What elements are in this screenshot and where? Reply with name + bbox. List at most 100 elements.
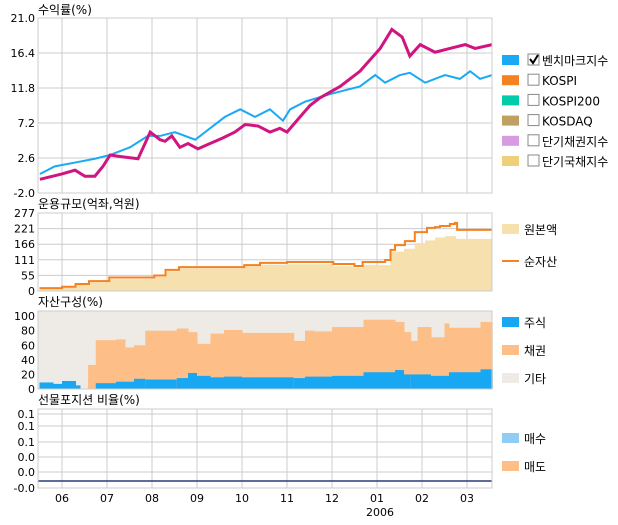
legend-swatch [502, 461, 519, 471]
stock-bar [314, 377, 333, 389]
y-tick-label: 111 [14, 254, 35, 267]
x-tick-label: 07 [100, 492, 114, 505]
bond-bar [88, 365, 96, 389]
stock-bar [96, 383, 117, 389]
legend-swatch [502, 317, 519, 327]
x-tick-label: 10 [235, 492, 249, 505]
stock-bar [211, 377, 225, 389]
stock-bar [411, 374, 418, 389]
y-tick-label: 60 [21, 339, 35, 352]
y-tick-label: 0 [28, 383, 35, 396]
legend-checkbox[interactable] [528, 74, 539, 85]
legend-checkbox[interactable] [528, 155, 539, 166]
stock-bar [364, 372, 396, 389]
legend-label: 기타 [524, 372, 546, 386]
legend-label: 채권 [524, 344, 546, 358]
stock-bar [76, 385, 81, 389]
legend-label: 원본액 [524, 223, 557, 237]
x-tick-label: 08 [145, 492, 159, 505]
x-tick-label: 06 [55, 492, 69, 505]
legend-swatch [502, 116, 519, 126]
stock-bar [445, 376, 450, 389]
legend-checkbox[interactable] [528, 115, 539, 126]
stock-bar [53, 384, 63, 389]
legend-label: 매수 [524, 432, 546, 446]
stock-bar [134, 379, 146, 389]
stock-bar [449, 372, 481, 389]
plot-frame [38, 409, 492, 488]
y-tick-label: -2.0 [14, 187, 35, 200]
legend-swatch [502, 95, 519, 105]
legend-swatch [502, 75, 519, 85]
stock-bar [404, 374, 411, 389]
y-tick-label: 0.0 [18, 451, 36, 464]
bond-bar [96, 340, 117, 389]
legend-label: KOSPI200 [542, 94, 600, 108]
stock-bar [305, 377, 315, 389]
y-tick-label: 0.0 [18, 466, 36, 479]
y-tick-label: 277 [14, 207, 35, 220]
y-tick-label: 40 [21, 354, 35, 367]
y-tick-label: 221 [14, 223, 35, 236]
legend-label: 벤치마크지수 [542, 54, 608, 68]
panel-title-returns: 수익률(%) [38, 3, 92, 17]
y-tick-label: 0.1 [18, 420, 36, 433]
series-line-fund [40, 29, 492, 179]
x-tick-label: 12 [325, 492, 339, 505]
stock-bar [332, 376, 364, 389]
x-tick-label: 01 [370, 492, 384, 505]
y-tick-label: 80 [21, 325, 35, 338]
stock-bar [481, 369, 493, 389]
y-tick-label: -0.0 [14, 482, 35, 495]
stock-bar [177, 378, 189, 389]
legend-swatch [502, 345, 519, 355]
y-tick-label: 0 [28, 285, 35, 298]
stock-bar [294, 378, 306, 389]
panel-title-futures: 선물포지션 비율(%) [38, 393, 140, 407]
panel-title-aum: 운용규모(억좌,억원) [38, 197, 140, 211]
y-tick-label: 55 [21, 269, 35, 282]
stock-bar [125, 382, 135, 389]
y-tick-label: 2.6 [18, 152, 36, 165]
legend-label: 매도 [524, 460, 546, 474]
legend-label: 단기채권지수 [542, 135, 608, 149]
panel-title-assets: 자산구성(%) [38, 295, 103, 309]
legend-label: 단기국채지수 [542, 155, 608, 169]
legend-label: 주식 [524, 316, 546, 330]
legend-checkbox[interactable] [528, 94, 539, 105]
x-tick-label: 09 [190, 492, 204, 505]
stock-bar [62, 381, 76, 389]
x-tick-label: 03 [460, 492, 474, 505]
y-tick-label: 100 [14, 310, 35, 323]
legend-swatch [502, 156, 519, 166]
y-tick-label: 16.4 [11, 47, 36, 60]
stock-bar [242, 377, 294, 389]
stock-bar [224, 377, 243, 389]
legend-swatch [502, 373, 519, 383]
stock-bar [145, 380, 177, 389]
x-tick-label: 02 [415, 492, 429, 505]
y-tick-label: 166 [14, 238, 35, 251]
legend-swatch [502, 433, 519, 443]
legend-label: KOSDAQ [542, 115, 593, 129]
y-tick-label: 7.2 [18, 117, 36, 130]
y-tick-label: 20 [21, 368, 35, 381]
legend-swatch [502, 136, 519, 146]
y-tick-label: 0.1 [18, 436, 36, 449]
legend-checkbox[interactable] [528, 135, 539, 146]
stock-bar [418, 374, 432, 389]
x-tick-label: 11 [280, 492, 294, 505]
legend-swatch [502, 224, 519, 234]
stock-bar [116, 382, 126, 389]
legend-label: KOSPI [542, 74, 577, 88]
y-tick-label: 21.0 [11, 12, 36, 25]
bond-bar [116, 339, 126, 389]
stock-bar [395, 370, 405, 389]
y-tick-label: 11.8 [11, 82, 36, 95]
plot-frame [38, 18, 492, 193]
legend-swatch [502, 55, 519, 65]
stock-bar [197, 376, 211, 389]
stock-bar [188, 373, 198, 389]
legend-label: 순자산 [524, 255, 557, 269]
